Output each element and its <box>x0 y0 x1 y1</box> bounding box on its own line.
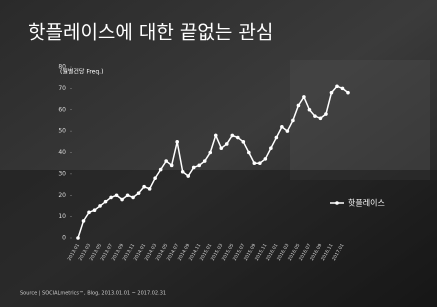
point <box>164 159 168 163</box>
point <box>93 208 97 212</box>
y-tick-label: 0 <box>62 235 66 242</box>
point <box>87 211 91 215</box>
point <box>242 140 246 144</box>
point <box>186 174 190 178</box>
point <box>109 196 113 200</box>
point <box>236 136 240 140</box>
point <box>313 114 317 118</box>
point <box>275 136 279 140</box>
source: Source | SOCIALmetrics™, Blog, 2013.01.0… <box>20 291 166 297</box>
point <box>98 204 102 208</box>
point <box>302 95 306 99</box>
chart: 핫플레이스에 대한 끝없는 관심 (월별건당 Freq.) Source | S… <box>0 0 437 307</box>
point <box>297 104 301 108</box>
background-building <box>290 60 430 180</box>
point <box>330 91 334 95</box>
y-tick-label: 30 <box>58 170 66 177</box>
legend-label: 핫플레이스 <box>348 198 385 208</box>
point <box>214 134 218 138</box>
chart-title: 핫플레이스에 대한 끝없는 관심 <box>28 22 273 44</box>
point <box>142 185 146 189</box>
point <box>264 157 268 161</box>
point <box>208 151 212 155</box>
page: {"chart_data": {"type": "line", "title":… <box>0 0 437 307</box>
point <box>341 87 345 91</box>
y-tick-label: 80 <box>58 64 66 71</box>
point <box>126 193 130 197</box>
point <box>291 119 295 123</box>
point <box>230 134 234 138</box>
point <box>286 129 290 133</box>
point <box>197 164 201 168</box>
y-tick-label: 50 <box>58 128 66 135</box>
legend-marker <box>335 201 339 205</box>
point <box>258 161 262 165</box>
y-tick-label: 20 <box>58 192 66 199</box>
point <box>153 176 157 180</box>
point <box>76 236 80 240</box>
point <box>137 191 141 195</box>
point <box>319 117 323 121</box>
point <box>131 196 135 200</box>
y-axis-label: (월별건당 Freq.) <box>60 68 103 76</box>
point <box>192 166 196 170</box>
point <box>115 193 119 197</box>
y-tick-label: 10 <box>58 213 66 220</box>
point <box>104 200 108 204</box>
point <box>346 91 350 95</box>
point <box>159 168 163 172</box>
point <box>170 164 174 168</box>
point <box>280 125 284 129</box>
y-tick-label: 60 <box>58 106 66 113</box>
point <box>120 198 124 202</box>
y-tick-label: 40 <box>58 149 66 156</box>
y-tick-label: 70 <box>58 85 66 92</box>
point <box>324 112 328 116</box>
point <box>82 219 86 223</box>
point <box>225 142 229 146</box>
point <box>308 108 312 112</box>
point <box>247 151 251 155</box>
point <box>181 170 185 174</box>
point <box>253 161 257 165</box>
point <box>148 187 152 191</box>
point <box>269 146 273 150</box>
point <box>219 146 223 150</box>
point <box>203 159 207 163</box>
point <box>175 140 179 144</box>
point <box>335 84 339 88</box>
